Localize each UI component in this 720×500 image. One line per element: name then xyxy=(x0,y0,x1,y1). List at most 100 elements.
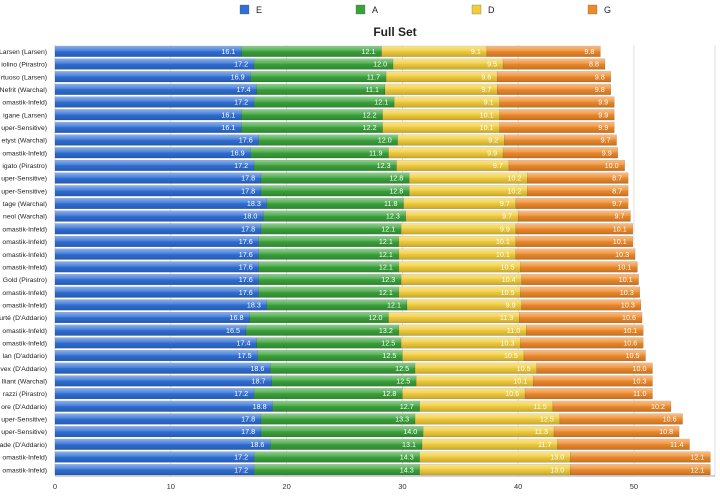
bar-segment-a xyxy=(258,248,400,260)
x-tick-label: 20 xyxy=(282,482,290,491)
x-tick-label: 10 xyxy=(167,482,175,491)
bar-value-label: 17.8 xyxy=(241,174,255,183)
bar-segment-g xyxy=(570,451,711,463)
bar-segment-g xyxy=(499,96,615,108)
bar-segment-a xyxy=(241,45,382,57)
category-label: rtuoso (Larsen) xyxy=(1,74,47,81)
bar-segment-a xyxy=(266,299,408,311)
bar-segment-d xyxy=(414,413,561,425)
bar-segment-d xyxy=(406,299,522,311)
bar-segment-a xyxy=(253,388,403,400)
bar-value-label: 17.2 xyxy=(234,60,248,69)
bar-value-label: 10.5 xyxy=(500,262,514,271)
category-label: Larsen (Larsen) xyxy=(0,49,47,56)
bar-value-label: 17.8 xyxy=(241,427,255,436)
category-label: neol (Warchal) xyxy=(3,214,47,221)
bar-segment-g xyxy=(486,45,601,57)
bar-row: 18.6 13.1 11.7 11.4 xyxy=(54,438,690,450)
bar-value-label: 10.1 xyxy=(617,262,631,271)
bar-value-label: 11.1 xyxy=(366,85,379,94)
x-tick-label: 30 xyxy=(398,482,406,491)
bar-segment-a xyxy=(253,159,397,171)
bar-value-label: 10.0 xyxy=(605,161,619,170)
bar-row: 17.8 12.8 10.2 8.7 xyxy=(54,185,629,197)
bar-value-label: 8.8 xyxy=(589,60,599,69)
bar-value-label: 12.0 xyxy=(373,60,387,69)
legend-label: A xyxy=(372,5,378,15)
bar-segment-e xyxy=(54,400,273,412)
bar-value-label: 9.8 xyxy=(584,47,594,56)
bar-segment-e xyxy=(54,375,272,387)
bar-value-label: 12.3 xyxy=(386,212,400,221)
bar-segment-e xyxy=(54,71,251,83)
bar-row: 17.6 12.1 10.1 10.1 xyxy=(54,235,633,248)
bar-segment-e xyxy=(54,147,251,159)
bar-value-label: 9.8 xyxy=(595,85,605,94)
bar-row: 16.1 12.2 10.1 9.9 xyxy=(54,121,615,133)
category-label: uper-Sensitive) xyxy=(1,429,47,436)
category-label: igane (Larsen) xyxy=(3,112,47,119)
bar-value-label: 17.8 xyxy=(241,224,255,233)
bar-value-label: 10.2 xyxy=(507,174,521,183)
bar-value-label: 17.6 xyxy=(239,250,253,259)
bar-value-label: 9.9 xyxy=(506,300,516,309)
legend-swatch xyxy=(587,4,598,15)
bar-value-label: 10.3 xyxy=(500,338,514,347)
bar-segment-a xyxy=(271,375,417,387)
bar-value-label: 9.5 xyxy=(487,60,497,69)
bar-value-label: 12.5 xyxy=(395,364,409,373)
category-label: uper-Sensitive) xyxy=(1,417,47,424)
category-label: razzi (Pirastro) xyxy=(3,391,47,398)
bar-segment-e xyxy=(54,388,255,400)
bar-value-label: 17.6 xyxy=(239,275,253,284)
category-label: igato (Pirastro) xyxy=(2,163,47,170)
bar-row: 17.2 12.1 9.1 9.9 xyxy=(54,96,615,108)
bar-segment-a xyxy=(241,121,383,133)
bar-value-label: 10.5 xyxy=(504,351,518,360)
bar-value-label: 12.3 xyxy=(381,275,395,284)
bar-value-label: 18.6 xyxy=(250,364,264,373)
bar-value-label: 16.5 xyxy=(226,326,240,335)
bar-row: 18.6 12.5 10.5 10.0 xyxy=(54,362,653,374)
bar-value-label: 14.0 xyxy=(403,427,417,436)
bar-row: 18.3 11.8 9.7 9.7 xyxy=(54,197,629,209)
bar-value-label: 16.1 xyxy=(221,47,235,56)
bar-segment-a xyxy=(256,337,402,349)
x-tick-label: 50 xyxy=(630,482,638,491)
category-label: omastik-Infeld) xyxy=(2,328,47,335)
bar-segment-e xyxy=(54,197,268,209)
bar-value-label: 9.9 xyxy=(598,123,608,132)
bar-value-label: 10.8 xyxy=(659,427,673,436)
bar-row: 17.8 12.8 10.2 8.7 xyxy=(54,172,629,184)
bar-value-label: 17.5 xyxy=(238,351,252,360)
bar-segment-e xyxy=(54,362,271,374)
bar-value-label: 11.3 xyxy=(535,427,548,436)
bar-value-label: 17.6 xyxy=(239,288,253,297)
bar-value-label: 10.1 xyxy=(613,224,627,233)
bar-segment-e xyxy=(54,312,250,324)
bar-segment-e xyxy=(54,121,242,133)
bar-segment-a xyxy=(258,235,400,248)
bar-row: 17.6 12.1 10.1 10.3 xyxy=(54,248,636,260)
bar-value-label: 12.1 xyxy=(690,453,704,462)
bar-value-label: 9.7 xyxy=(601,136,611,145)
bar-value-label: 12.8 xyxy=(382,389,396,398)
bar-value-label: 12.5 xyxy=(381,338,395,347)
bar-value-label: 10.3 xyxy=(621,300,635,309)
bar-segment-e xyxy=(54,159,255,171)
bar-value-label: 10.5 xyxy=(517,364,531,373)
bar-value-label: 9.6 xyxy=(481,72,491,81)
bar-segment-e xyxy=(54,350,258,362)
bar-value-label: 9.9 xyxy=(598,98,608,107)
bar-segment-a xyxy=(263,210,407,222)
category-label: uper-Sensitive) xyxy=(1,188,47,195)
bar-segment-e xyxy=(54,426,262,438)
category-label: omastik-Infeld) xyxy=(2,226,47,233)
bar-segment-e xyxy=(54,45,242,57)
category-label: omastik-Infeld) xyxy=(2,264,47,271)
bar-value-label: 14.3 xyxy=(400,453,414,462)
bar-row: 17.8 13.3 12.5 10.6 xyxy=(54,413,683,425)
bar-segment-g xyxy=(497,71,611,83)
